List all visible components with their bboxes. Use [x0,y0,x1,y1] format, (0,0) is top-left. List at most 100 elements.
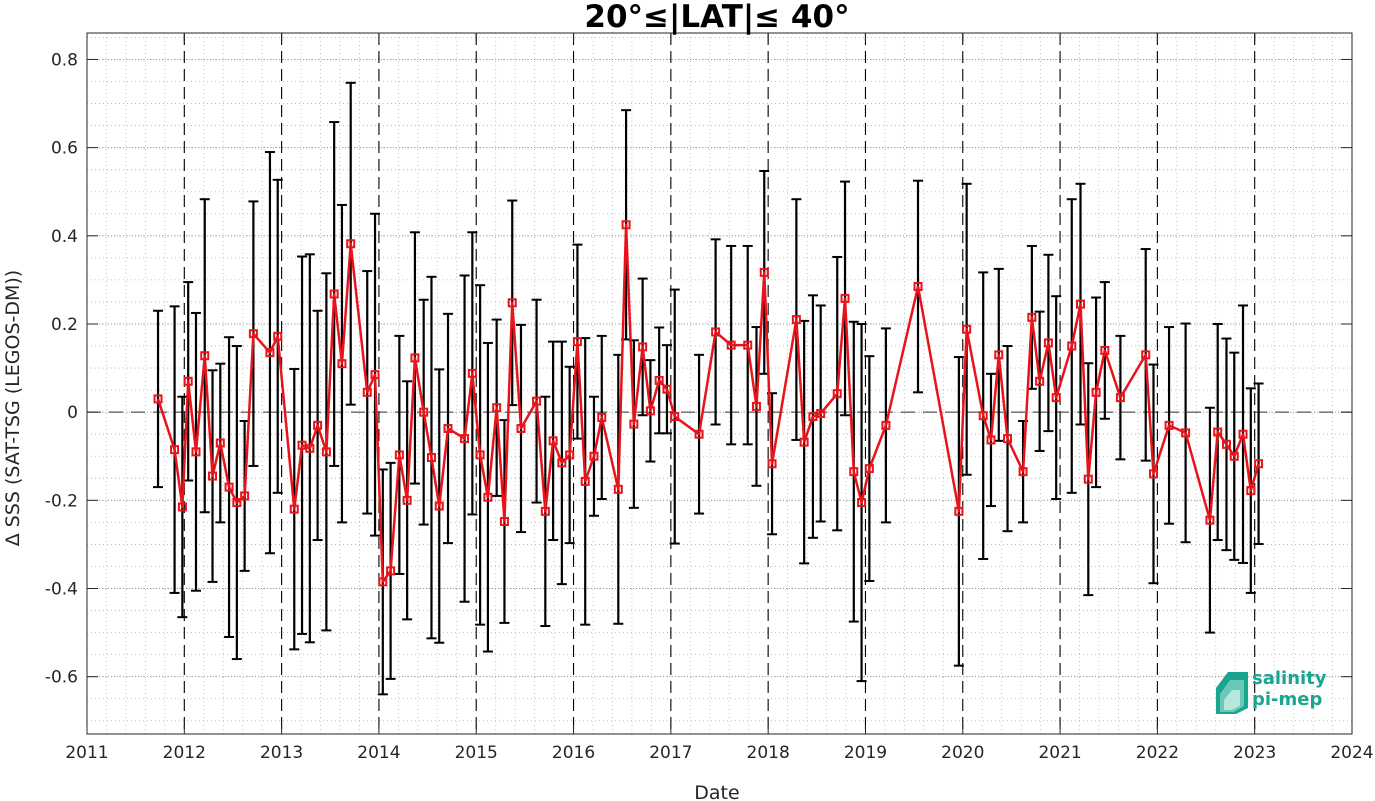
data-point [1181,428,1191,438]
data-point [881,420,891,430]
data-point [994,350,1004,360]
data-point [654,375,664,385]
data-point [1067,341,1077,351]
data-point [224,482,234,492]
data-point [1115,393,1125,403]
data-point [329,289,339,299]
x-tick-label: 2011 [65,743,108,763]
data-point [153,394,163,404]
data-point [516,423,526,433]
data-point [1205,515,1215,525]
y-tick-label: 0.2 [51,315,78,335]
y-axis-label: Δ SSS (SAT-TSG (LEGOS-DM)) [2,270,24,546]
data-point [913,282,923,292]
data-point [1213,427,1223,437]
data-point [1076,299,1086,309]
data-point [1091,387,1101,397]
x-axis: 2011 2012 2013 2014 2015 2016 2017 2018 2019 2020… [65,33,1374,763]
grid-layer [87,33,1352,734]
data-point [232,498,242,508]
y-tick-label: 0.4 [51,227,78,247]
data-point [791,315,801,325]
data-point [1051,393,1061,403]
x-tick-label: 2016 [552,743,595,763]
data-point [572,337,582,347]
data-point [419,407,429,417]
x-tick-label: 2020 [941,743,984,763]
data-point [557,458,567,468]
data-point [751,401,761,411]
data-point [589,451,599,461]
data-point [507,298,517,308]
data-point [1229,451,1239,461]
y-axis: -0.6 -0.4 -0.2 0 0.2 0.4 0.6 0.8 [45,50,1352,688]
data-point [1221,439,1231,449]
data-point [402,495,412,505]
data-point [483,492,493,502]
data-point [670,412,680,422]
data-point [840,293,850,303]
data-point [759,267,769,277]
data-point [613,484,623,494]
data-point [240,491,250,501]
data-point [799,437,809,447]
x-tick-label: 2013 [260,743,303,763]
data-point [1003,434,1013,444]
x-tick-label: 2021 [1038,743,1081,763]
data-point [767,459,777,469]
data-point [621,220,631,230]
x-tick-label: 2012 [163,743,206,763]
data-point [460,434,470,444]
y-tick-label: -0.4 [45,580,78,600]
data-point [816,408,826,418]
data-point [1164,420,1174,430]
data-point [362,387,372,397]
x-axis-label: Date [694,782,739,801]
data-point [1246,486,1256,496]
data-point [1035,376,1045,386]
data-point [370,370,380,380]
data-point [215,438,225,448]
data-point [313,420,323,430]
data-point [1100,345,1110,355]
data-point [978,411,988,421]
data-point [954,506,964,516]
data-points [153,220,1264,587]
series-line [156,223,1260,584]
data-point [492,403,502,413]
x-tick-label: 2022 [1136,743,1179,763]
data-point [849,467,859,477]
data-point [694,429,704,439]
data-point [443,423,453,433]
data-point [183,376,193,386]
data-point [540,506,550,516]
data-point [1083,474,1093,484]
plot-frame [86,32,1353,735]
y-tick-label: 0.8 [51,50,78,70]
y-tick-label: -0.2 [45,491,78,511]
data-point [475,450,485,460]
y-tick-label: -0.6 [45,668,78,688]
data-point [248,329,258,339]
data-point [1043,338,1053,348]
data-point [394,450,404,460]
plot-border [86,32,1353,735]
data-point [1027,312,1037,322]
data-point [289,504,299,514]
data-point [1018,467,1028,477]
data-point [177,502,187,512]
data-point [1148,469,1158,479]
data-point [410,353,420,363]
data-point [565,450,575,460]
logo-mark-icon [1216,672,1248,714]
data-point [638,342,648,352]
data-point [265,348,275,358]
data-point [962,324,972,334]
series-polyline [156,223,1260,584]
data-point [864,464,874,474]
data-point [386,566,396,576]
data-point [629,419,639,429]
x-tick-label: 2015 [455,743,498,763]
data-point [337,359,347,369]
